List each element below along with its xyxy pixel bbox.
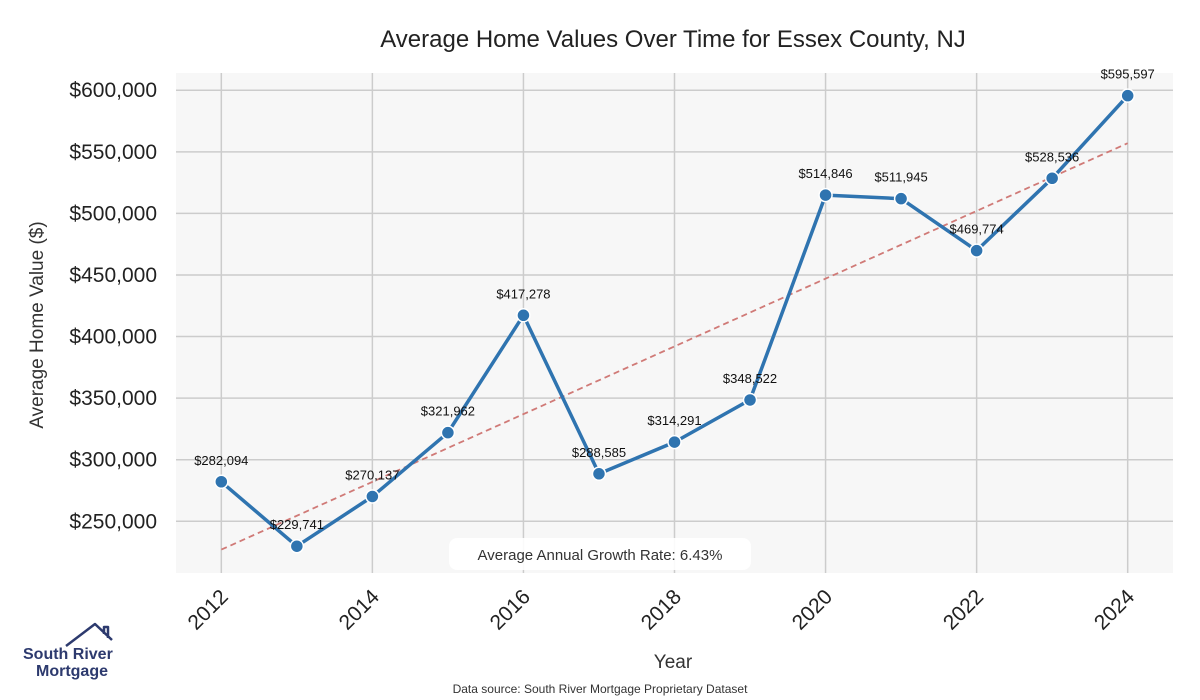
y-tick-label: $350,000 xyxy=(69,387,157,410)
data-label: $270,137 xyxy=(345,467,399,482)
y-tick-label: $500,000 xyxy=(69,202,157,225)
y-tick-label: $400,000 xyxy=(69,326,157,349)
x-axis-ticks: 2012 2014 2016 2018 2020 2022 2024 xyxy=(184,585,1140,635)
trend-line xyxy=(220,142,1129,551)
data-label: $469,774 xyxy=(950,222,1004,237)
data-label: $348,522 xyxy=(723,371,777,386)
logo-line-1: South River xyxy=(23,646,113,663)
y-tick-label: $550,000 xyxy=(69,141,157,164)
x-tick-label: 2022 xyxy=(939,585,988,634)
data-point xyxy=(893,191,909,206)
annotation-box xyxy=(449,538,751,570)
data-label: $282,094 xyxy=(194,453,248,468)
data-label: $511,945 xyxy=(874,170,927,185)
data-label: $514,846 xyxy=(798,166,852,181)
chart-title: Average Home Values Over Time for Essex … xyxy=(380,26,966,53)
data-point xyxy=(742,392,758,408)
y-axis-label: Average Home Value ($) xyxy=(27,221,48,428)
grid xyxy=(176,73,1173,573)
house-icon xyxy=(65,622,113,647)
x-tick-label: 2018 xyxy=(637,585,686,634)
data-point xyxy=(516,308,531,323)
data-label: $595,597 xyxy=(1101,67,1155,82)
data-point xyxy=(365,489,380,504)
data-labels: $282,094 $229,741 $270,137 $321,962 $417,278… xyxy=(194,67,1155,533)
data-point xyxy=(969,243,984,258)
x-tick-label: 2016 xyxy=(486,585,535,634)
y-tick-label: $450,000 xyxy=(69,264,157,287)
data-label: $417,278 xyxy=(496,286,550,301)
logo-line-2: Mortgage xyxy=(36,663,108,680)
x-axis-label: Year xyxy=(654,652,693,673)
y-tick-label: $300,000 xyxy=(69,449,157,472)
source-note: Data source: South River Mortgage Propri… xyxy=(453,682,748,696)
y-axis-ticks: $250,000 $300,000 $350,000 $400,000 $450,000… xyxy=(69,79,157,533)
data-point xyxy=(818,187,833,203)
data-label: $321,962 xyxy=(421,404,475,419)
x-tick-label: 2014 xyxy=(335,585,385,635)
x-tick-label: 2012 xyxy=(184,585,233,634)
data-point xyxy=(1120,88,1135,103)
company-logo: South River Mortgage xyxy=(23,622,113,680)
data-label: $229,741 xyxy=(270,517,324,532)
data-point xyxy=(591,466,607,482)
data-label: $314,291 xyxy=(647,413,701,428)
x-tick-label: 2020 xyxy=(788,585,837,634)
y-tick-label: $600,000 xyxy=(69,79,157,102)
data-point xyxy=(289,538,305,554)
annotation-text: Average Annual Growth Rate: 6.43% xyxy=(478,547,723,564)
data-label: $528,536 xyxy=(1025,149,1079,164)
data-point xyxy=(667,434,682,450)
data-point xyxy=(214,474,229,490)
x-tick-label: 2024 xyxy=(1090,585,1140,635)
data-label: $288,585 xyxy=(572,445,626,460)
growth-annotation: Average Annual Growth Rate: 6.43% xyxy=(449,538,751,570)
y-tick-label: $250,000 xyxy=(69,510,157,533)
data-point xyxy=(440,425,456,440)
data-point xyxy=(1044,171,1060,186)
data-points xyxy=(214,88,1135,554)
